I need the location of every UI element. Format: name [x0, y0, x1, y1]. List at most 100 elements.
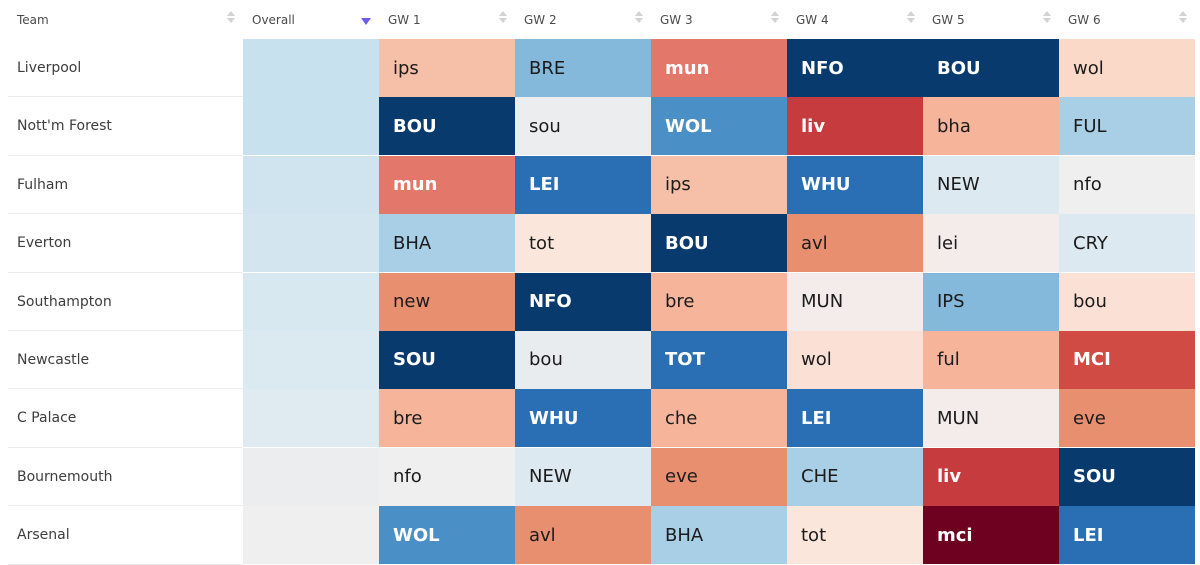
header-gw-label: GW 5: [932, 12, 965, 27]
fixture-cell[interactable]: nfo: [379, 447, 515, 506]
fixture-cell[interactable]: TOT: [651, 330, 787, 389]
fixture-cell[interactable]: BHA: [651, 506, 787, 565]
overall-difficulty-cell: [243, 97, 379, 156]
fixture-opponent: liv: [937, 466, 962, 488]
fixture-opponent: NFO: [801, 57, 844, 79]
fixture-cell[interactable]: mci: [923, 506, 1059, 565]
overall-difficulty-cell: [243, 214, 379, 273]
fixture-cell[interactable]: mun: [651, 39, 787, 97]
fixture-cell[interactable]: wol: [1059, 39, 1195, 97]
header-gw-2[interactable]: GW 2: [515, 0, 651, 39]
table-row: Liverpool ips BRE mun NFO BOU wol: [8, 39, 1200, 98]
fixture-cell[interactable]: eve: [651, 447, 787, 506]
header-gw-label: GW 4: [796, 12, 829, 27]
fixture-opponent: MCI: [1073, 349, 1111, 371]
fixture-cell[interactable]: BOU: [651, 214, 787, 273]
fixture-cell[interactable]: BOU: [379, 97, 515, 156]
fixture-cell[interactable]: avl: [787, 214, 923, 273]
sort-toggle-icon: [771, 11, 779, 23]
fixture-cell[interactable]: WHU: [515, 389, 651, 448]
fixture-cell[interactable]: BHA: [379, 214, 515, 273]
overall-difficulty-cell: [243, 447, 379, 506]
fixture-cell[interactable]: tot: [515, 214, 651, 273]
fixture-opponent: tot: [529, 232, 555, 254]
fixture-opponent: nfo: [393, 466, 422, 488]
fixture-cell[interactable]: mun: [379, 155, 515, 214]
fixture-cell[interactable]: LEI: [787, 389, 923, 448]
fixture-opponent: WHU: [529, 407, 579, 429]
header-gw-1[interactable]: GW 1: [379, 0, 515, 39]
fixture-cell[interactable]: bre: [651, 272, 787, 331]
fixture-cell[interactable]: SOU: [379, 330, 515, 389]
overall-difficulty-cell: [243, 330, 379, 389]
fixture-opponent: CHE: [801, 466, 839, 488]
fixture-cell[interactable]: ips: [379, 39, 515, 97]
fixture-opponent: BRE: [529, 57, 566, 79]
fixture-cell[interactable]: IPS: [923, 272, 1059, 331]
fixture-cell[interactable]: sou: [515, 97, 651, 156]
fixture-cell[interactable]: new: [379, 272, 515, 331]
header-gw-6[interactable]: GW 6: [1059, 0, 1195, 39]
fixture-cell[interactable]: tot: [787, 506, 923, 565]
fixture-opponent: BOU: [393, 115, 437, 137]
fixture-cell[interactable]: NEW: [515, 447, 651, 506]
fixture-opponent: bre: [393, 407, 423, 429]
fixture-cell[interactable]: nfo: [1059, 155, 1195, 214]
header-overall[interactable]: Overall: [243, 0, 379, 39]
fixture-cell[interactable]: bou: [515, 330, 651, 389]
fixture-cell[interactable]: eve: [1059, 389, 1195, 448]
fixture-cell[interactable]: LEI: [1059, 506, 1195, 565]
fixture-cell[interactable]: LEI: [515, 155, 651, 214]
table-row: Everton BHA tot BOU avl lei CRY: [8, 214, 1200, 273]
fixture-cell[interactable]: WOL: [651, 97, 787, 156]
team-name: Nott'm Forest: [17, 118, 112, 135]
table-row: Nott'm Forest BOU sou WOL liv bha FUL: [8, 97, 1200, 157]
header-gw-5[interactable]: GW 5: [923, 0, 1059, 39]
fixture-cell[interactable]: BRE: [515, 39, 651, 97]
fixture-opponent: NFO: [529, 291, 572, 313]
fixture-opponent: mun: [393, 174, 438, 196]
fixture-cell[interactable]: liv: [923, 447, 1059, 506]
fixture-cell[interactable]: BOU: [923, 39, 1059, 97]
fixture-opponent: ips: [665, 174, 691, 196]
overall-difficulty-cell: [243, 389, 379, 448]
fixture-cell[interactable]: bou: [1059, 272, 1195, 331]
fixture-opponent: bou: [529, 349, 563, 371]
table-row: C Palace bre WHU che LEI MUN eve: [8, 389, 1200, 449]
fixture-cell[interactable]: ips: [651, 155, 787, 214]
fixture-cell[interactable]: NFO: [515, 272, 651, 331]
fixture-cell[interactable]: che: [651, 389, 787, 448]
fixture-cell[interactable]: MUN: [923, 389, 1059, 448]
fixture-cell[interactable]: CHE: [787, 447, 923, 506]
fixture-cell[interactable]: CRY: [1059, 214, 1195, 273]
header-team[interactable]: Team: [8, 0, 243, 39]
header-gw-label: GW 1: [388, 12, 421, 27]
fixture-cell[interactable]: ful: [923, 330, 1059, 389]
header-gw-4[interactable]: GW 4: [787, 0, 923, 39]
fixture-cell[interactable]: NEW: [923, 155, 1059, 214]
fixture-opponent: IPS: [937, 291, 965, 313]
fixture-opponent: mci: [937, 524, 973, 546]
fixture-cell[interactable]: MCI: [1059, 330, 1195, 389]
fixture-cell[interactable]: bre: [379, 389, 515, 448]
fixture-cell[interactable]: WOL: [379, 506, 515, 565]
fixture-cell[interactable]: FUL: [1059, 97, 1195, 156]
team-name: Bournemouth: [17, 468, 113, 485]
fixture-opponent: nfo: [1073, 174, 1102, 196]
fixture-cell[interactable]: NFO: [787, 39, 923, 97]
header-gw-3[interactable]: GW 3: [651, 0, 787, 39]
fixture-cell[interactable]: avl: [515, 506, 651, 565]
fixture-cell[interactable]: wol: [787, 330, 923, 389]
sort-toggle-icon: [1043, 11, 1051, 23]
fixture-cell[interactable]: WHU: [787, 155, 923, 214]
fixture-cell[interactable]: MUN: [787, 272, 923, 331]
team-name: C Palace: [17, 410, 77, 427]
fixture-opponent: SOU: [1073, 466, 1116, 488]
fixture-cell[interactable]: bha: [923, 97, 1059, 156]
fixture-cell[interactable]: lei: [923, 214, 1059, 273]
fixture-cell[interactable]: liv: [787, 97, 923, 156]
fixture-opponent: che: [665, 407, 698, 429]
fixture-opponent: WOL: [393, 524, 440, 546]
fixture-opponent: LEI: [801, 407, 832, 429]
fixture-cell[interactable]: SOU: [1059, 447, 1195, 506]
